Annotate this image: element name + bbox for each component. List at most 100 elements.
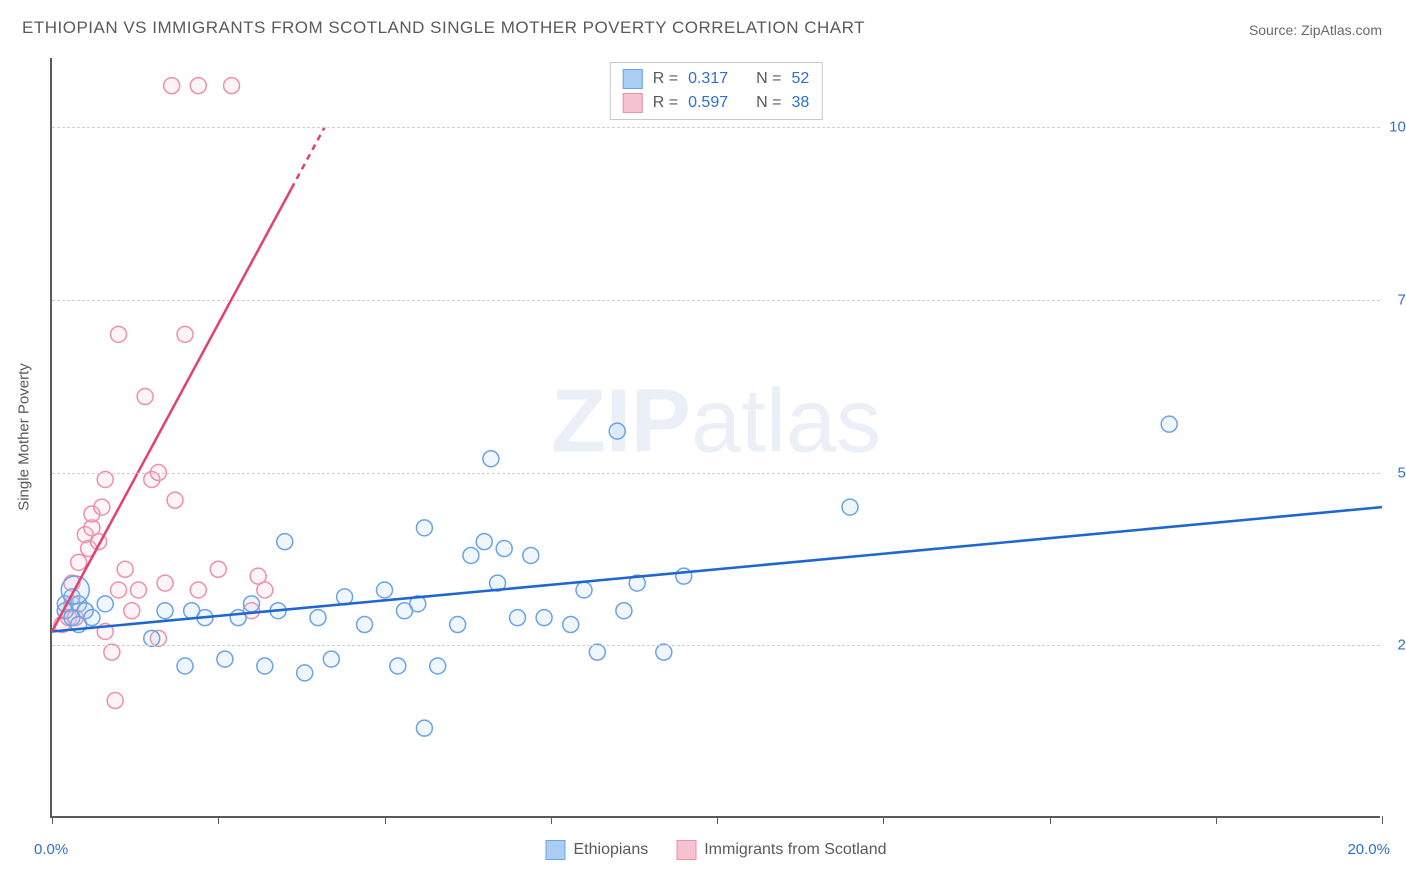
legend-n-value-ethiopians: 52 bbox=[791, 70, 809, 88]
data-point bbox=[450, 617, 466, 633]
data-point bbox=[463, 547, 479, 563]
data-point bbox=[244, 596, 260, 612]
data-point bbox=[842, 499, 858, 515]
legend-label-scotland: Immigrants from Scotland bbox=[704, 841, 886, 859]
x-tick bbox=[1050, 816, 1051, 824]
data-point bbox=[97, 596, 113, 612]
data-point bbox=[177, 658, 193, 674]
x-tick bbox=[717, 816, 718, 824]
data-point bbox=[1161, 416, 1177, 432]
legend-label-ethiopians: Ethiopians bbox=[574, 841, 649, 859]
data-point bbox=[124, 603, 140, 619]
data-point bbox=[167, 492, 183, 508]
data-point bbox=[510, 610, 526, 626]
x-axis-min-label: 0.0% bbox=[34, 841, 68, 858]
data-point bbox=[609, 423, 625, 439]
legend-r-value-scotland: 0.597 bbox=[688, 94, 728, 112]
data-point bbox=[94, 499, 110, 515]
data-point bbox=[210, 561, 226, 577]
swatch-ethiopians bbox=[623, 69, 643, 89]
data-point bbox=[190, 78, 206, 94]
x-tick bbox=[551, 816, 552, 824]
data-point bbox=[157, 603, 173, 619]
data-point bbox=[137, 389, 153, 405]
data-point bbox=[84, 610, 100, 626]
data-point bbox=[616, 603, 632, 619]
gridline bbox=[52, 300, 1380, 301]
data-point bbox=[97, 471, 113, 487]
data-point bbox=[416, 520, 432, 536]
legend-n-label: N = bbox=[756, 70, 781, 88]
source-label: Source: ZipAtlas.com bbox=[1249, 22, 1382, 38]
y-tick-label: 100.0% bbox=[1385, 119, 1406, 136]
data-point bbox=[357, 617, 373, 633]
data-point bbox=[104, 644, 120, 660]
data-point bbox=[676, 568, 692, 584]
data-point bbox=[476, 534, 492, 550]
data-point bbox=[430, 658, 446, 674]
data-point bbox=[416, 720, 432, 736]
legend-r-label: R = bbox=[653, 70, 678, 88]
data-point bbox=[111, 326, 127, 342]
trendline-scotland-dashed bbox=[291, 127, 324, 189]
data-point bbox=[310, 610, 326, 626]
trendline-ethiopians bbox=[52, 507, 1382, 631]
data-point bbox=[157, 575, 173, 591]
plot-area: Single Mother Poverty ZIPatlas R = 0.317… bbox=[50, 58, 1380, 818]
data-point bbox=[323, 651, 339, 667]
data-point bbox=[257, 582, 273, 598]
data-point bbox=[656, 644, 672, 660]
gridline bbox=[52, 645, 1380, 646]
data-point bbox=[483, 451, 499, 467]
data-point bbox=[111, 582, 127, 598]
x-tick bbox=[1382, 816, 1383, 824]
data-point bbox=[297, 665, 313, 681]
legend-item-ethiopians: Ethiopians bbox=[546, 840, 649, 860]
legend-row-ethiopians: R = 0.317 N = 52 bbox=[623, 67, 810, 91]
chart-title: ETHIOPIAN VS IMMIGRANTS FROM SCOTLAND SI… bbox=[22, 18, 865, 38]
data-point bbox=[224, 78, 240, 94]
data-point bbox=[177, 326, 193, 342]
legend-n-label: N = bbox=[756, 94, 781, 112]
x-axis-max-label: 20.0% bbox=[1347, 841, 1390, 858]
scatter-svg bbox=[52, 58, 1380, 816]
y-tick-label: 75.0% bbox=[1385, 291, 1406, 308]
trendline-scotland bbox=[52, 189, 291, 632]
legend-item-scotland: Immigrants from Scotland bbox=[676, 840, 886, 860]
data-point bbox=[144, 630, 160, 646]
swatch-ethiopians bbox=[546, 840, 566, 860]
swatch-scotland bbox=[676, 840, 696, 860]
data-point bbox=[563, 617, 579, 633]
data-point bbox=[589, 644, 605, 660]
gridline bbox=[52, 473, 1380, 474]
y-tick-label: 50.0% bbox=[1385, 464, 1406, 481]
data-point bbox=[496, 541, 512, 557]
gridline bbox=[52, 127, 1380, 128]
y-tick-label: 25.0% bbox=[1385, 637, 1406, 654]
data-point bbox=[217, 651, 233, 667]
data-point bbox=[164, 78, 180, 94]
source-link[interactable]: ZipAtlas.com bbox=[1301, 22, 1382, 38]
data-point bbox=[130, 582, 146, 598]
data-point bbox=[257, 658, 273, 674]
x-tick bbox=[883, 816, 884, 824]
data-point bbox=[107, 693, 123, 709]
data-point bbox=[117, 561, 133, 577]
data-point bbox=[230, 610, 246, 626]
data-point bbox=[277, 534, 293, 550]
data-point bbox=[71, 554, 87, 570]
legend-r-label: R = bbox=[653, 94, 678, 112]
legend-r-value-ethiopians: 0.317 bbox=[688, 70, 728, 88]
x-tick bbox=[1216, 816, 1217, 824]
data-point bbox=[523, 547, 539, 563]
data-point bbox=[576, 582, 592, 598]
data-point bbox=[390, 658, 406, 674]
x-tick bbox=[52, 816, 53, 824]
legend-row-scotland: R = 0.597 N = 38 bbox=[623, 91, 810, 115]
legend-series: Ethiopians Immigrants from Scotland bbox=[546, 840, 887, 860]
legend-correlation-box: R = 0.317 N = 52 R = 0.597 N = 38 bbox=[610, 62, 823, 120]
x-tick bbox=[218, 816, 219, 824]
data-point bbox=[190, 582, 206, 598]
swatch-scotland bbox=[623, 93, 643, 113]
data-point bbox=[536, 610, 552, 626]
